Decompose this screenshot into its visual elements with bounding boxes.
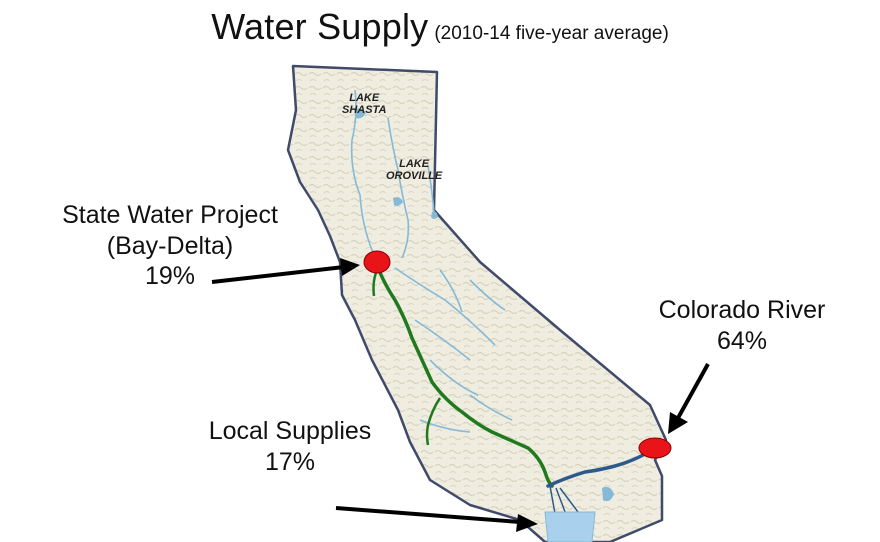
lake-oroville-shape	[393, 197, 403, 206]
lake-oroville-label: LAKE OROVILLE	[386, 158, 443, 183]
source-subname: (Bay-Delta)	[106, 231, 234, 260]
source-name: State Water Project	[62, 201, 278, 229]
aqueduct-branch-coastal	[425, 397, 442, 446]
colorado-river-label: Colorado River 64%	[632, 295, 852, 356]
salton-sea-shape	[602, 486, 614, 502]
source-share: 17%	[264, 447, 316, 476]
river-network	[350, 89, 513, 433]
local-supplies-label: Local Supplies 17%	[180, 416, 400, 477]
bay-delta-marker	[363, 250, 391, 274]
map-title-subtitle: (2010-14 five-year average)	[434, 23, 669, 44]
pointer-arrows	[211, 258, 710, 532]
southern-coast-water	[544, 511, 596, 542]
california-aqueduct	[376, 266, 554, 488]
colorado-river-marker	[638, 437, 672, 459]
source-share: 64%	[716, 326, 768, 355]
lake-shasta-shape	[354, 108, 366, 119]
source-name: Colorado River	[658, 296, 826, 324]
lake-tahoe-shape	[431, 211, 438, 219]
state-outline	[286, 64, 668, 542]
map-title: Water Supply (2010-14 five-year average)	[0, 6, 880, 48]
state-water-project-label: State Water Project (Bay-Delta) 19%	[40, 200, 300, 292]
source-share: 19%	[144, 262, 196, 290]
map-title-main: Water Supply	[211, 6, 429, 47]
source-name: Local Supplies	[208, 417, 372, 445]
lake-shasta-label: LAKE SHASTA	[342, 92, 387, 117]
